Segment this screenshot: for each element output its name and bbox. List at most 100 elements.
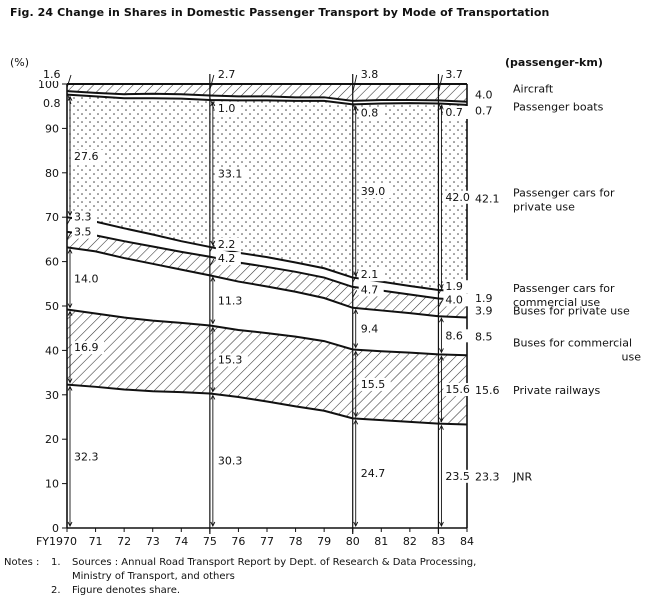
note-text: Sources : Annual Road Transport Report b… [72,557,477,568]
y-tick-label: 0 [52,522,59,535]
share-bracket-arrow [210,326,216,332]
x-tick-label: 80 [346,535,360,548]
data-label-bg [443,329,469,343]
data-label: 3.5 [74,226,92,239]
share-leader [209,258,215,267]
boundary-line-buses-for-private-use [66,230,468,302]
data-label: 33.1 [218,167,243,180]
share-leader [352,275,358,283]
share-bracket-arrow [353,271,359,277]
share-bracket-arrow [210,240,216,246]
boundary-line-passenger-cars-for-commercial-use [66,216,468,293]
data-label-bg [215,101,241,115]
share-leader [66,74,72,88]
data-label-bg [215,353,248,367]
note-text: Figure denotes share. [72,585,181,596]
series-label-passenger-boats: Passenger boats [513,100,604,113]
end-value-private-railways: 15.6 [475,384,500,397]
end-value-buses-for-commercial-use: 8.5 [475,330,493,343]
x-tick-label: 71 [89,535,103,548]
data-label: 3.7 [445,68,463,81]
data-label-bg [358,106,384,120]
share-leader [352,102,358,114]
end-value-jnr: 23.3 [475,470,500,483]
data-label-bg [443,68,469,81]
y-tick-label: 60 [45,256,59,269]
note-text: Ministry of Transport, and others [72,571,235,582]
data-label: 14.0 [74,272,99,285]
area-private-railways [67,309,467,425]
share-bracket-arrow [353,419,359,425]
share-leader [438,101,443,114]
share-bracket-arrow [67,95,73,101]
share-bracket-arrow [353,350,359,356]
area-aircraft [67,83,467,102]
x-tick-label: 73 [146,535,160,548]
data-label: 8.6 [445,329,463,342]
share-leader [66,232,72,240]
boundary-line-passenger-cars-for-private-use [66,93,468,106]
share-bracket-arrow [439,283,444,290]
end-value-aircraft: 4.0 [475,89,493,102]
x-tick-label: 74 [174,535,188,548]
data-label: 42.0 [445,191,470,204]
data-label-bg [358,283,384,297]
share-bracket-arrow [353,521,359,528]
data-label: 9.4 [361,323,379,336]
share-bracket-arrow [67,521,73,528]
data-label-bg [358,377,391,391]
y-tick-label: 20 [45,433,59,446]
share-bracket-arrow [210,319,216,325]
data-label-bg [72,272,104,286]
share-bracket-arrow [439,521,444,528]
data-label-bg [443,280,469,294]
data-label-bg [72,225,97,239]
y-axis-unit-label: (%) [10,56,29,69]
x-tick-label: 77 [260,535,274,548]
share-bracket-arrow [67,303,73,309]
share-bracket-arrow [67,378,73,384]
area-passenger-cars-for-private-use [67,94,467,292]
data-label: 32.3 [74,450,99,463]
data-label-bg [215,294,248,308]
y-tick-label: 80 [45,167,59,180]
x-tick-label: FY1970 [36,535,77,548]
data-label: 1.6 [43,68,61,81]
data-label: 15.6 [445,383,470,396]
data-label-bg [72,149,104,163]
share-leader [209,74,215,90]
note-number: 2. [51,585,61,596]
share-brackets [66,74,444,528]
data-label: 39.0 [361,185,386,198]
series-label-buses-for-commercial-use: use [622,350,642,363]
series-label-jnr: JNR [512,470,532,483]
end-value-buses-for-private-use: 3.9 [475,304,493,317]
boundary-line-jnr [66,383,468,426]
x-tick-label: 84 [460,535,474,548]
area-layers [67,83,467,528]
share-leader [66,92,72,105]
data-label-bg [358,185,391,199]
y-tick-label: 90 [45,122,59,135]
share-leader [352,74,358,93]
data-label-bg [443,469,476,483]
share-bracket-arrow [353,105,359,111]
boundary-line-private-railways [66,308,468,357]
data-label: 16.9 [74,341,99,354]
share-bracket-arrow [353,308,359,314]
series-label-passenger-cars-for-private-use: private use [513,200,575,213]
series-label-passenger-cars-for-commercial-use: Passenger cars for [513,282,615,295]
share-bracket-arrow [439,417,444,423]
x-tick-label: 79 [317,535,331,548]
data-label-bg [215,167,248,181]
data-label: 24.7 [361,467,386,480]
series-label-private-railways: Private railways [513,384,600,397]
data-label-bg [41,96,66,110]
data-label: 2.2 [218,238,236,251]
share-bracket-arrow [67,210,73,217]
data-label: 4.2 [218,252,236,265]
share-bracket-arrow [439,317,444,323]
data-label: 27.6 [74,150,99,163]
series-label-buses-for-commercial-use: Buses for commercial [513,336,632,349]
data-label-bg [215,68,241,81]
